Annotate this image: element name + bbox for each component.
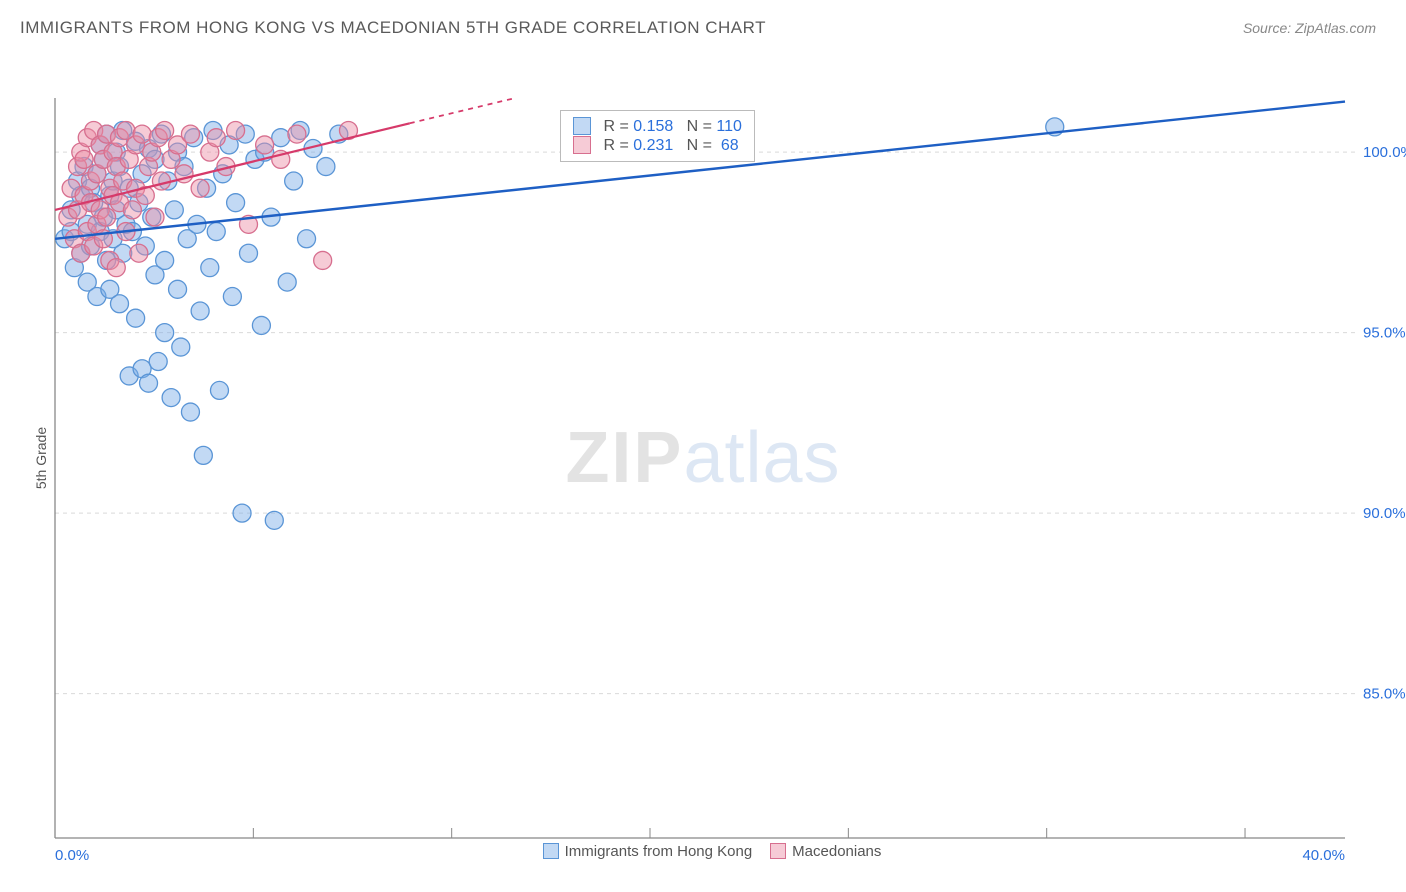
- chart-title: IMMIGRANTS FROM HONG KONG VS MACEDONIAN …: [20, 18, 766, 38]
- legend-swatch: [543, 843, 559, 859]
- svg-text:100.0%: 100.0%: [1363, 144, 1406, 161]
- stats-row: R = 0.158 N = 110: [573, 117, 742, 136]
- svg-text:85.0%: 85.0%: [1363, 686, 1406, 703]
- scatter-plot-svg: 85.0%90.0%95.0%100.0%0.0%40.0%: [0, 48, 1406, 868]
- legend-swatch: [573, 136, 591, 154]
- y-axis-label: 5th Grade: [33, 427, 49, 489]
- legend-label: Macedonians: [792, 843, 881, 860]
- correlation-stats-box: R = 0.158 N = 110 R = 0.231 N = 68: [560, 110, 755, 162]
- legend-swatch: [770, 843, 786, 859]
- svg-text:95.0%: 95.0%: [1363, 325, 1406, 342]
- stats-row: R = 0.231 N = 68: [573, 136, 742, 155]
- source-attribution: Source: ZipAtlas.com: [1243, 20, 1376, 36]
- chart-header: IMMIGRANTS FROM HONG KONG VS MACEDONIAN …: [0, 0, 1406, 48]
- series-legend: Immigrants from Hong Kong Macedonians: [0, 843, 1406, 860]
- legend-label: Immigrants from Hong Kong: [565, 843, 753, 860]
- svg-text:90.0%: 90.0%: [1363, 505, 1406, 522]
- legend-swatch: [573, 117, 591, 135]
- chart-area: 5th Grade 85.0%90.0%95.0%100.0%0.0%40.0%…: [0, 48, 1406, 868]
